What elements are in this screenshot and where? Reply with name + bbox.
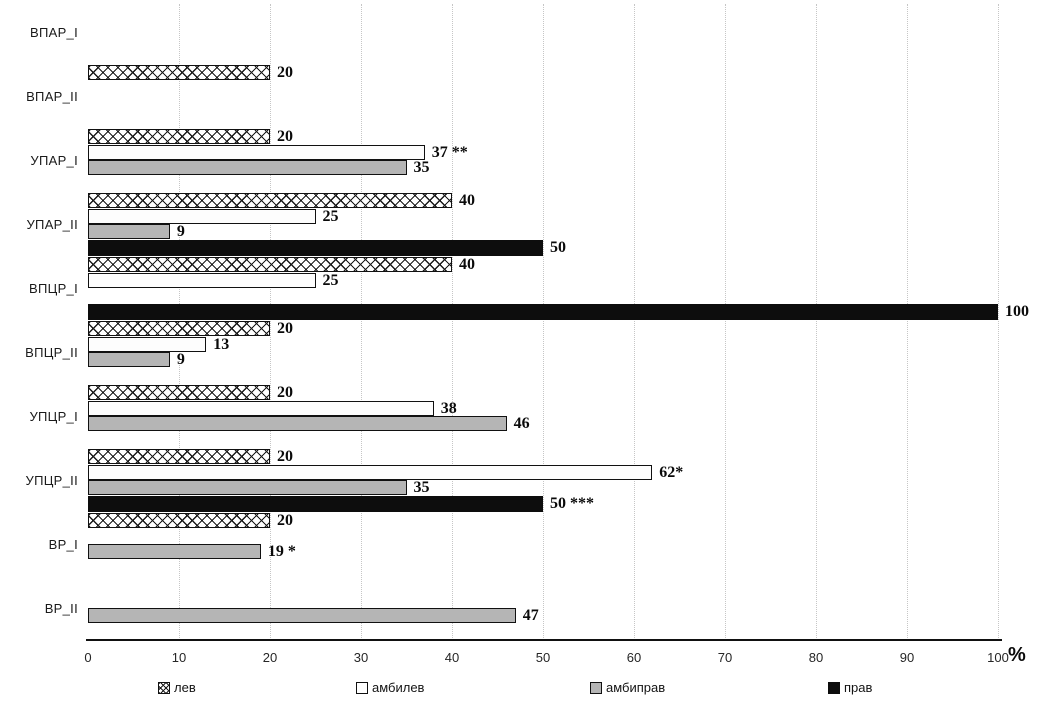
value-label: 47 (522, 607, 539, 624)
value-label: 20 (277, 320, 293, 337)
bar-lev (88, 129, 270, 144)
value-label: 40 (459, 256, 475, 273)
x-tick-label: 90 (899, 650, 915, 665)
legend-item-ambiprav: амбиправ (590, 680, 665, 695)
category-label: ВПАР_II (26, 88, 78, 104)
bar-ambilev (88, 336, 207, 352)
gridline (725, 4, 726, 640)
x-tick-label: 80 (808, 650, 824, 665)
bar-lev (88, 193, 452, 208)
value-label: 20 (277, 512, 293, 529)
bar-lev (88, 513, 270, 528)
bar-ambilev (88, 272, 316, 288)
category-label: ВР_I (48, 536, 78, 552)
x-tick-label: 10 (171, 650, 187, 665)
bar-ambiprav (88, 608, 516, 623)
bar-prav (88, 303, 998, 320)
bar-ambiprav (88, 480, 407, 495)
bar-ambiprav (88, 160, 407, 175)
gridline (270, 4, 271, 640)
value-label: 35 (413, 479, 430, 496)
legend-label: амбилев (372, 680, 425, 695)
gridline (361, 4, 362, 640)
bar-lev (88, 449, 270, 464)
legend-swatch-icon (158, 681, 170, 694)
bar-ambiprav (88, 544, 261, 559)
bar-lev (88, 257, 452, 272)
gridline (452, 4, 453, 640)
legend-swatch-icon (590, 681, 602, 694)
bar-ambilev (88, 208, 316, 224)
legend-label: прав (844, 680, 873, 695)
value-label: 50 (550, 238, 566, 256)
value-label: 9 (176, 351, 185, 368)
legend-item-ambilev: амбилев (356, 680, 424, 695)
value-label: 35 (413, 159, 430, 176)
bar-lev (88, 385, 270, 400)
value-label: 25 (322, 271, 339, 289)
value-label: 40 (459, 192, 475, 209)
value-label: 25 (322, 207, 339, 225)
value-label: 19 * (267, 543, 296, 560)
x-tick-label: 20 (262, 650, 278, 665)
x-tick-label: 50 (535, 650, 551, 665)
category-label: ВПАР_I (30, 24, 78, 40)
category-label: ВР_II (44, 600, 78, 616)
gridline (998, 4, 999, 640)
value-label: 37 ** (431, 143, 468, 161)
category-label: УПАР_I (30, 152, 78, 168)
x-tick-label: 70 (717, 650, 733, 665)
bar-ambiprav (88, 416, 507, 431)
x-tick-label: 100 (987, 650, 1009, 665)
legend-label: лев (174, 680, 196, 695)
gridline (907, 4, 908, 640)
bar-lev (88, 65, 270, 80)
bar-lev (88, 321, 270, 336)
x-tick-label: 40 (444, 650, 460, 665)
bar-ambiprav (88, 352, 170, 367)
legend-item-prav: прав (828, 680, 872, 695)
value-label: 20 (277, 448, 293, 465)
category-label: УПАР_II (26, 216, 78, 232)
bar-ambilev (88, 400, 434, 416)
bar-ambilev (88, 144, 425, 160)
x-tick-label: 30 (353, 650, 369, 665)
value-label: 46 (513, 415, 530, 432)
value-label: 38 (440, 399, 457, 417)
gridline (816, 4, 817, 640)
x-axis-line (86, 639, 1002, 641)
value-label: 13 (213, 335, 230, 353)
value-label: 20 (277, 384, 293, 401)
bar-ambiprav (88, 224, 170, 239)
bar-prav (88, 239, 543, 256)
x-tick-label: 60 (626, 650, 642, 665)
value-label: 62* (659, 463, 684, 481)
legend-swatch-icon (828, 681, 840, 694)
legend-label: амбиправ (606, 680, 666, 695)
value-label: 9 (176, 223, 185, 240)
category-label: ВПЦР_I (29, 280, 78, 296)
category-label: УПЦР_II (25, 472, 78, 488)
legend-item-lev: лев (158, 680, 196, 695)
x-tick-label: 0 (84, 650, 92, 665)
legend-swatch-icon (356, 681, 368, 694)
value-label: 20 (277, 64, 293, 81)
category-label: ВПЦР_II (25, 344, 78, 360)
gridline (634, 4, 635, 640)
gridline (543, 4, 544, 640)
category-label: УПЦР_I (29, 408, 78, 424)
value-label: 20 (277, 128, 293, 145)
bar-ambilev (88, 464, 653, 480)
percent-unit-label: % (1008, 644, 1026, 666)
value-label: 50 *** (550, 494, 594, 512)
bar-prav (88, 495, 543, 512)
value-label: 100 (1005, 302, 1029, 320)
